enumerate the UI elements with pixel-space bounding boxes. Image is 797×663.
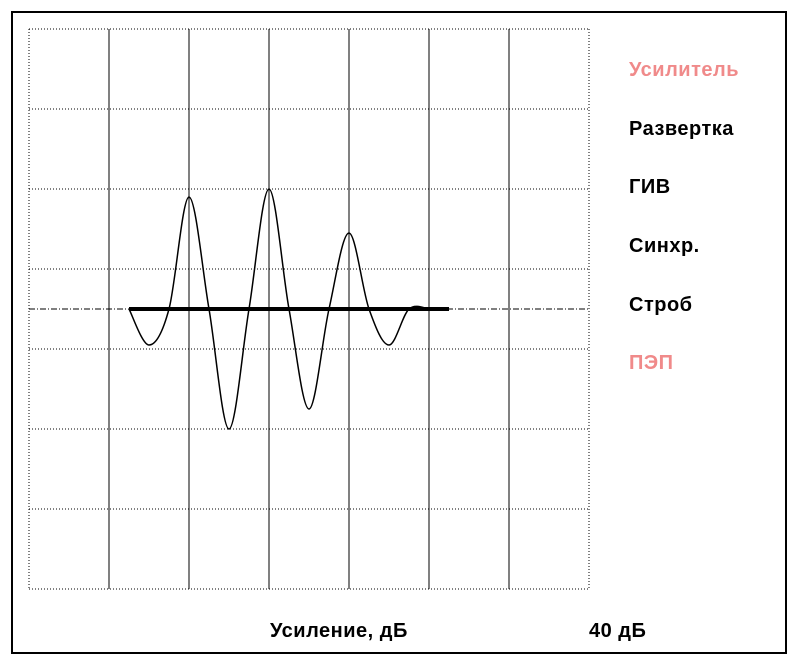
menu-item-sync[interactable]: Синхр. [629, 235, 700, 257]
menu-item-giv[interactable]: ГИВ [629, 176, 671, 198]
waveform [128, 188, 449, 430]
menu-item-sweep[interactable]: Развертка [629, 118, 734, 140]
gain-label: Усиление, дБ [270, 620, 408, 642]
screen-frame [11, 11, 787, 654]
menu-item-pep[interactable]: ПЭП [629, 352, 674, 374]
menu-item-amplifier[interactable]: Усилитель [629, 59, 740, 81]
gain-value: 40 дБ [589, 620, 647, 642]
menu-item-strobe[interactable]: Строб [629, 294, 693, 316]
